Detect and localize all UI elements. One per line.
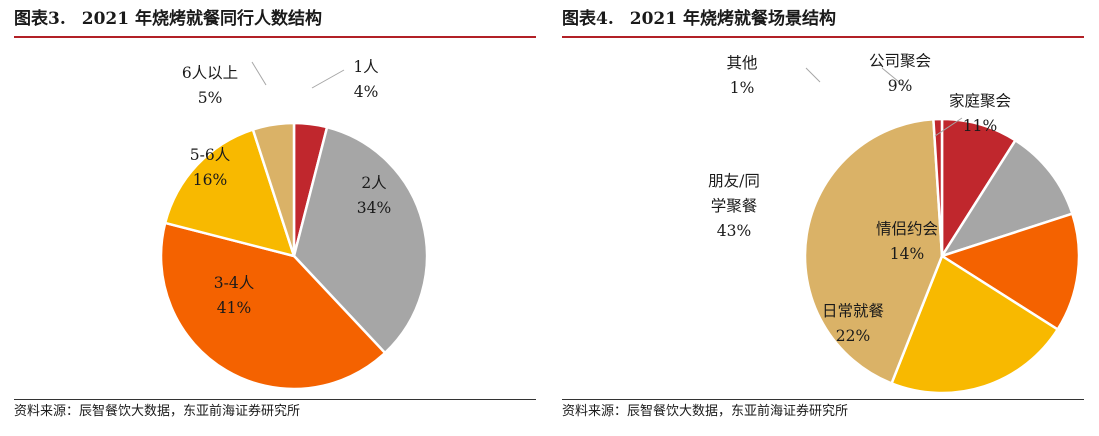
- pie-slice: [803, 118, 944, 385]
- slice-value-label: 22%: [836, 327, 870, 345]
- leader-line: [805, 67, 821, 83]
- slice-value-label: 34%: [357, 199, 391, 217]
- pie-slice: [292, 125, 429, 355]
- pie-slice: [159, 221, 387, 391]
- source-note: 资料来源：辰智餐饮大数据，东亚前海证券研究所: [14, 404, 301, 419]
- slice-label: 公司聚会: [869, 52, 931, 70]
- chart-title: 图表3. 2021 年烧烤就餐同行人数结构: [14, 4, 322, 34]
- figure-label: 图表3.: [14, 9, 66, 29]
- pie-chart-companions: 1人 4% 2人 34% 3-4人 41% 5-6人 16% 6人以上 5%: [159, 58, 429, 391]
- slice-label: 家庭聚会: [949, 92, 1011, 110]
- slice-value-label: 14%: [890, 245, 924, 263]
- pie-slice: [251, 121, 296, 258]
- slice-value-label: 43%: [717, 222, 751, 240]
- slice-label: 其他: [726, 54, 757, 72]
- slice-value-label: 9%: [888, 77, 913, 95]
- slice-value-label: 5%: [198, 89, 223, 107]
- title-rule: [562, 36, 1084, 38]
- slice-label: 6人以上: [182, 64, 238, 82]
- leader-line: [881, 67, 905, 87]
- pie-slices: [159, 121, 429, 391]
- slice-value-label: 16%: [193, 171, 227, 189]
- chart-title: 图表4. 2021 年烧烤就餐场景结构: [562, 4, 836, 34]
- pie-slice: [940, 212, 1081, 331]
- pie-slice: [163, 128, 296, 258]
- figure-title: 2021 年烧烤就餐场景结构: [629, 9, 836, 29]
- slice-label-line: 学聚餐: [711, 197, 758, 215]
- leader-line: [934, 117, 963, 137]
- pie-slice: [890, 254, 1059, 395]
- slice-label: 1人: [353, 58, 378, 76]
- slice-value-label: 1%: [730, 79, 755, 97]
- source-rule: [14, 399, 536, 400]
- slice-label: 日常就餐: [822, 302, 884, 320]
- figure-title: 2021 年烧烤就餐同行人数结构: [81, 9, 322, 29]
- slice-label: 5-6人: [190, 146, 230, 164]
- slice-value-label: 11%: [963, 117, 997, 135]
- pie-slice: [940, 139, 1074, 258]
- pie-slice: [932, 117, 944, 258]
- source-rule: [562, 399, 1084, 400]
- source-note: 资料来源：辰智餐饮大数据，东亚前海证券研究所: [562, 404, 849, 419]
- pie-slices: [803, 117, 1081, 395]
- slice-label-line: 朋友/同: [708, 172, 760, 190]
- slice-value-label: 4%: [354, 83, 379, 101]
- leader-line: [311, 69, 345, 89]
- slice-label: 情侣约会: [876, 220, 938, 238]
- left-chart-panel: 图表3. 2021 年烧烤就餐同行人数结构 1人 4% 2人 34% 3-4人 41% 5-6…: [14, 0, 536, 436]
- figure-label: 图表4.: [562, 9, 614, 29]
- slice-label: 2人: [361, 174, 386, 192]
- slice-value-label: 41%: [217, 299, 251, 317]
- title-rule: [14, 36, 536, 38]
- slice-label: 3-4人: [214, 274, 254, 292]
- leader-line: [251, 61, 267, 86]
- right-chart-panel: 图表4. 2021 年烧烤就餐场景结构 公司聚会 9% 家庭聚会 11% 情侣约会 14% 日…: [562, 0, 1084, 436]
